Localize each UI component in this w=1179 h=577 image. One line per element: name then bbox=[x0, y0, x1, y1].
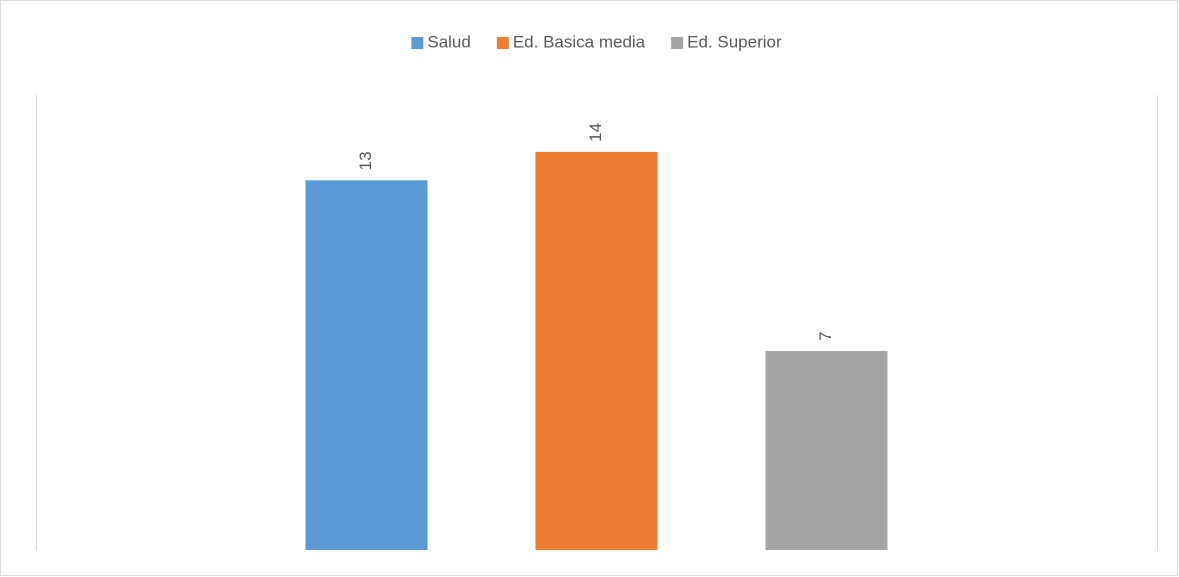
bar bbox=[305, 180, 428, 550]
legend-swatch bbox=[671, 37, 684, 49]
data-label: 13 bbox=[356, 151, 375, 170]
data-label: 7 bbox=[816, 331, 835, 340]
legend-label: Salud bbox=[427, 32, 470, 51]
legend-label: Ed. Superior bbox=[687, 32, 782, 51]
legend-label: Ed. Basica media bbox=[513, 32, 646, 51]
data-label: 14 bbox=[586, 123, 605, 142]
legend-swatch bbox=[411, 37, 424, 49]
legend: Salud Ed. Basica media Ed. Superior bbox=[411, 32, 782, 51]
bar bbox=[765, 350, 888, 550]
bar bbox=[535, 151, 658, 550]
legend-swatch bbox=[496, 37, 509, 49]
